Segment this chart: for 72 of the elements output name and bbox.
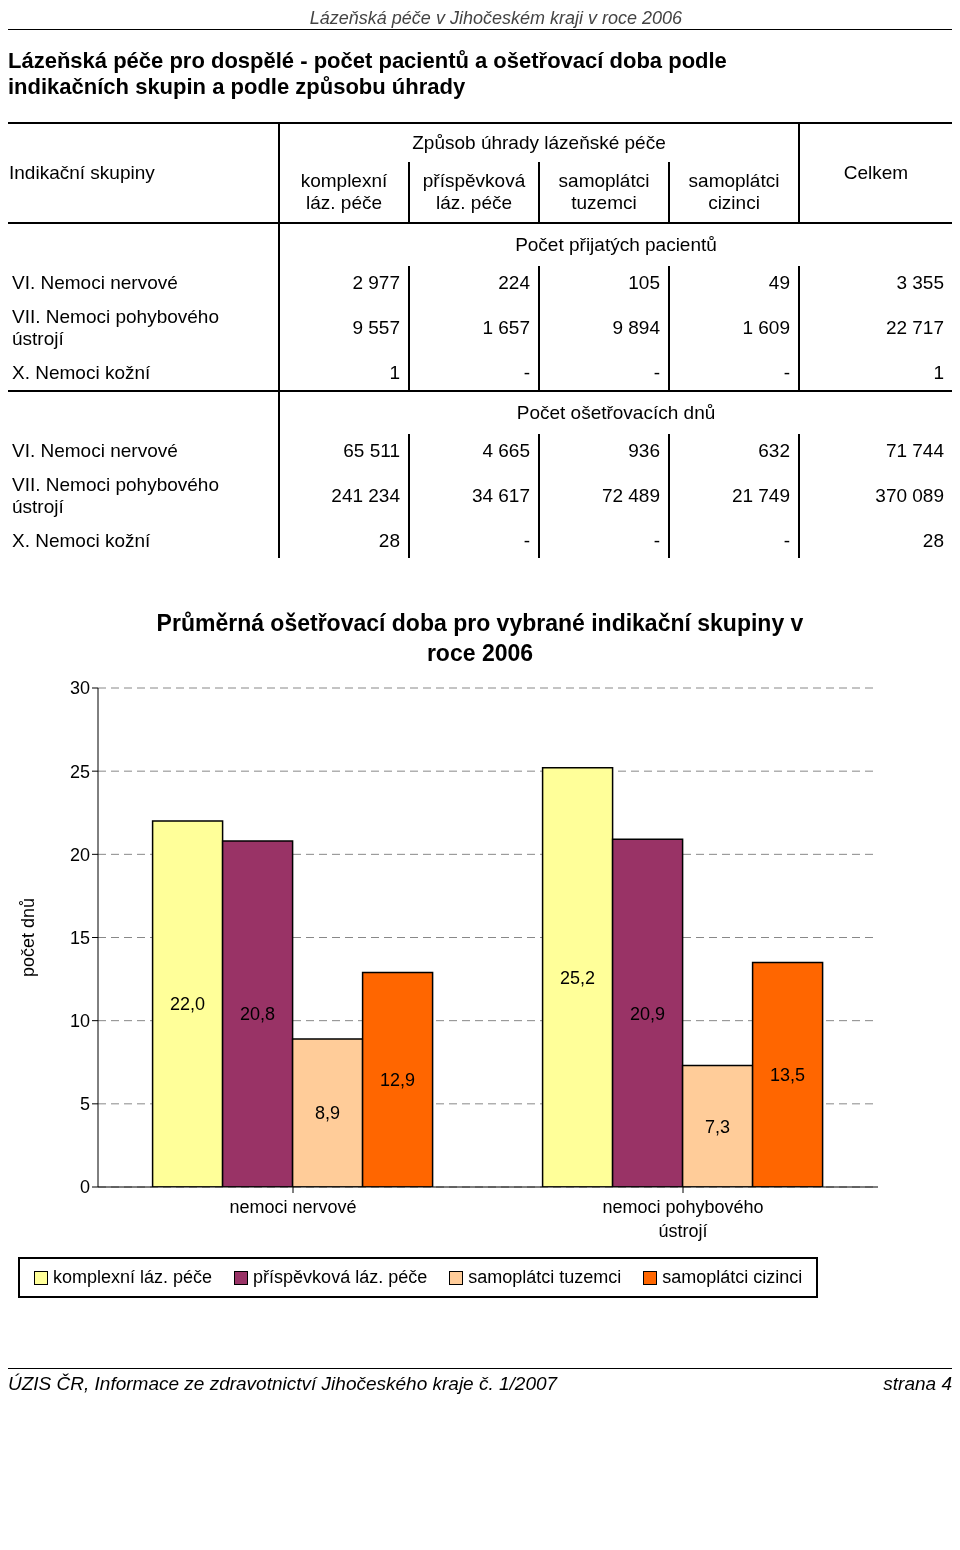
text: Indikační skupiny: [8, 123, 279, 223]
text: 224: [498, 272, 530, 293]
data-label: 20,9: [630, 1003, 666, 1024]
data-label: 20,8: [240, 1004, 276, 1025]
text: Způsob úhrady lázeňské péče: [279, 123, 799, 162]
data-label: 8,9: [315, 1103, 341, 1124]
x-tick-label: nemoci pohybového ústrojí: [602, 1197, 764, 1241]
text: 71 744: [885, 440, 944, 461]
text: -: [653, 530, 660, 551]
legend-label: samoplátci cizinci: [661, 1267, 803, 1288]
legend-label: příspěvková láz. péče: [252, 1267, 428, 1288]
category-label: VI. Nemoci nervové: [12, 440, 178, 461]
data-label: 13,5: [770, 1065, 806, 1086]
y-tick-label: 10: [69, 1011, 90, 1032]
y-tick-label: 15: [69, 927, 90, 948]
text: Lázeňská péče v Jihočeském kraji v roce 2006: [8, 8, 952, 30]
text: 21 749: [731, 485, 790, 506]
text: 9 894: [612, 317, 660, 338]
text: 936: [628, 440, 660, 461]
text: -: [653, 362, 660, 383]
category-label: X. Nemoci kožní: [12, 530, 151, 551]
data-label: 25,2: [560, 967, 596, 988]
text: 9 557: [352, 317, 400, 338]
y-tick-label: 20: [69, 844, 90, 865]
category-label: VI. Nemoci nervové: [12, 272, 178, 293]
text: -: [783, 530, 790, 551]
text: 49: [768, 272, 790, 293]
y-axis-title: počet dnů: [18, 897, 39, 978]
data-label: 22,0: [170, 994, 206, 1015]
text: 241 234: [331, 485, 400, 506]
chart-title: Průměrná ošetřovací doba pro vybrané indikační skupiny v roce 2006: [155, 609, 805, 668]
text: -: [523, 362, 530, 383]
text: Počet přijatých pacientů: [279, 223, 952, 266]
text: 22 717: [885, 317, 944, 338]
category-label: příspěvková láz. péče: [409, 162, 539, 223]
category-label: VII. Nemoci pohybového ústrojí: [12, 474, 220, 517]
x-tick-label: nemoci nervové: [229, 1197, 357, 1217]
legend-label: samoplátci tuzemci: [467, 1267, 622, 1288]
legend-label: komplexní láz. péče: [52, 1267, 213, 1288]
text: 28: [378, 530, 400, 551]
category-label: Celkem: [799, 123, 952, 223]
text: 1: [933, 362, 944, 383]
category-label: VII. Nemoci pohybového ústrojí: [12, 306, 220, 349]
category-label: samoplátci cizinci: [669, 162, 799, 223]
text: 1: [389, 362, 400, 383]
text: 34 617: [471, 485, 530, 506]
text: strana 4: [883, 1373, 952, 1395]
text: Počet ošetřovacích dnů: [279, 391, 952, 434]
text: 2 977: [352, 272, 400, 293]
text: 1 609: [742, 317, 790, 338]
category-label: X. Nemoci kožní: [12, 362, 151, 383]
text: 28: [922, 530, 944, 551]
text: -: [523, 530, 530, 551]
text: 105: [628, 272, 660, 293]
text: 3 355: [896, 272, 944, 293]
text: 4 665: [482, 440, 530, 461]
text: 65 511: [343, 440, 400, 461]
category-label: samoplátci tuzemci: [539, 162, 669, 223]
text: 1 657: [482, 317, 530, 338]
text: -: [783, 362, 790, 383]
text: Lázeňská péče pro dospělé - počet pacientů a ošetřovací doba podle indikačních skupin a podle způsobu úhrady: [8, 48, 728, 100]
text: ÚZIS ČR, Informace ze zdravotnictví Jihočeského kraje č. 1/2007: [8, 1373, 558, 1395]
text: 72 489: [601, 485, 660, 506]
y-tick-label: 25: [69, 761, 90, 782]
data-label: 12,9: [380, 1070, 416, 1091]
category-label: komplexní láz. péče: [279, 162, 409, 223]
text: 632: [758, 440, 790, 461]
y-tick-label: 30: [69, 678, 90, 699]
y-tick-label: 5: [79, 1094, 90, 1115]
y-tick-label: 0: [79, 1177, 90, 1198]
text: 370 089: [875, 485, 944, 506]
data-label: 7,3: [705, 1116, 731, 1137]
